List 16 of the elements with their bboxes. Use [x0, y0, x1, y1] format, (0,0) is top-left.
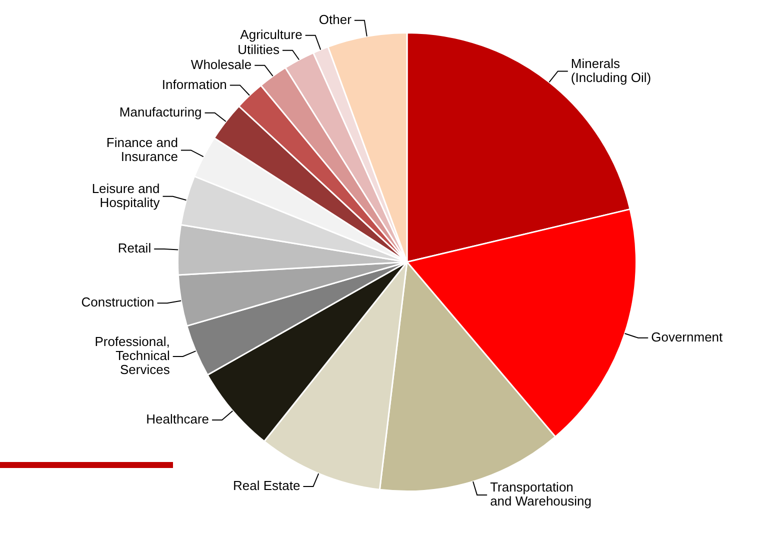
slice-label: Transportation and Warehousing	[490, 480, 592, 509]
slice-label: Healthcare	[146, 412, 210, 427]
slice-label: Leisure and Hospitality	[92, 180, 160, 210]
slice-label: Finance and Insurance	[106, 134, 178, 164]
slice-label: Wholesale	[190, 56, 252, 72]
slice-label: Agriculture	[240, 26, 302, 42]
slice-label: Professional, Technical Services	[94, 334, 170, 378]
slice-label: Minerals (Including Oil)	[570, 56, 652, 85]
slice-label: Other	[318, 12, 352, 27]
slice-label: Information	[162, 76, 227, 92]
slice-label: Retail	[118, 240, 152, 256]
slice-label: Government	[651, 329, 724, 344]
slice-label: Construction	[81, 294, 154, 310]
slice-label: Utilities	[238, 42, 280, 57]
slice-label: Manufacturing	[119, 104, 202, 120]
slice-label: Real Estate	[233, 478, 300, 494]
